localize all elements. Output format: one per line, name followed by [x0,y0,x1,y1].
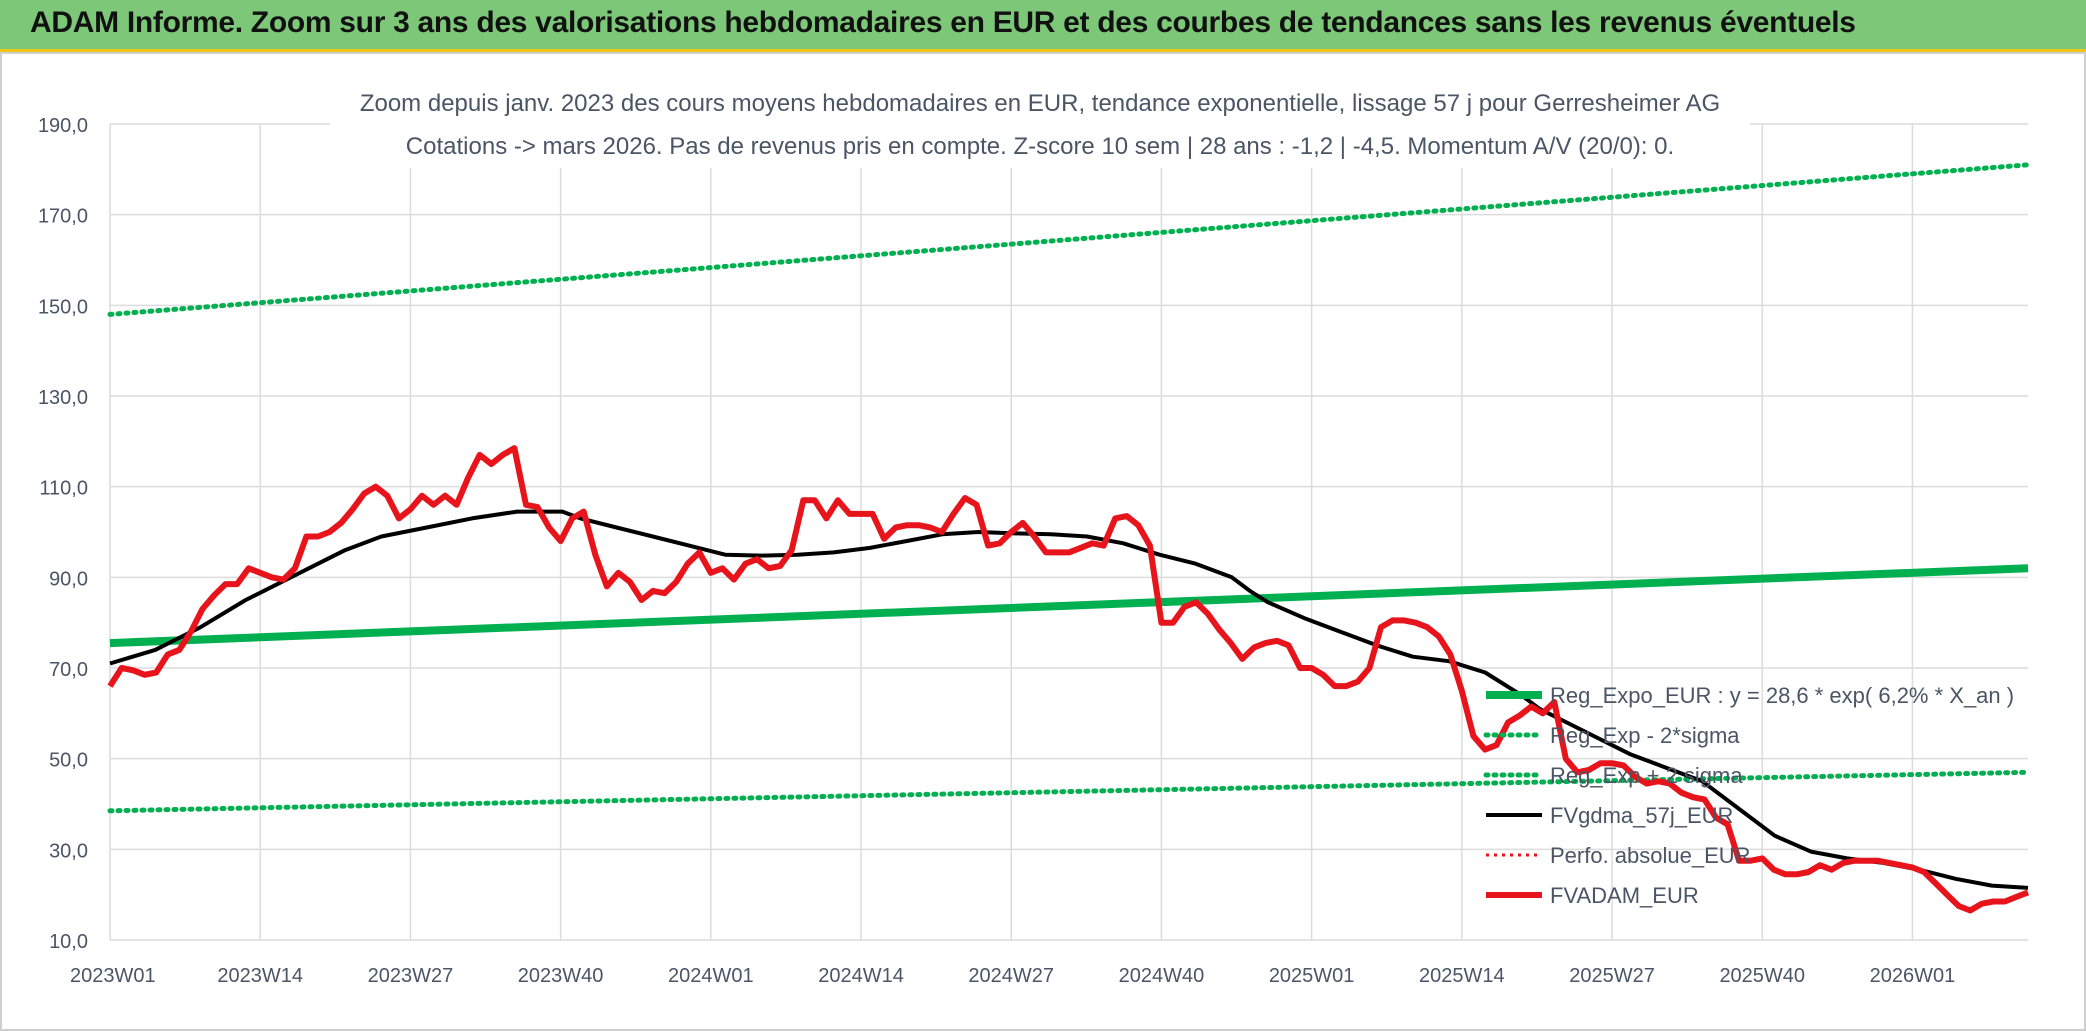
chart-frame [0,52,2086,1031]
title-background [330,78,1750,168]
report-banner: ADAM Informe. Zoom sur 3 ans des valoris… [0,0,2086,52]
y-tick-label: 170,0 [38,206,88,228]
x-tick-label: 2023W14 [217,965,303,987]
legend-reg-minus-2sigma-label: Reg_Exp - 2*sigma [1550,723,1740,748]
legend-reg-expo-label: Reg_Expo_EUR : y = 28,6 * exp( 6,2% * X_… [1550,683,2014,708]
series-reg-plus-2sigma [107,162,2031,317]
x-tick-label: 2023W01 [70,965,156,987]
series-fvgdma-57j [109,509,2029,890]
x-tick-label: 2024W27 [968,965,1054,987]
series-reg-expo [109,564,2029,648]
y-tick-label: 110,0 [39,478,88,500]
x-tick-label: 2024W40 [1119,965,1205,987]
y-tick-label: 30,0 [49,840,88,862]
series-fvadam [107,445,2030,914]
chart-title: Zoom depuis janv. 2023 des cours moyens … [360,90,1720,117]
legend-perfo-absolue-label: Perfo. absolue_EUR [1550,843,1751,868]
series-group [107,162,2031,914]
y-tick-label: 10,0 [49,931,88,953]
legend: Reg_Expo_EUR : y = 28,6 * exp( 6,2% * X_… [1483,683,2014,908]
x-axis-ticks: 2023W01 2023W14 2023W27 2023W40 2024W01 2024W… [70,965,1955,987]
legend-fvadam-label: FVADAM_EUR [1550,883,1699,908]
x-tick-label: 2025W27 [1569,965,1655,987]
report-title: ADAM Informe. Zoom sur 3 ans des valoris… [30,6,1856,39]
x-tick-label: 2025W14 [1419,965,1505,987]
y-tick-label: 150,0 [38,296,88,318]
chart-subtitle: Cotations -> mars 2026. Pas de revenus p… [406,133,1674,160]
y-tick-label: 90,0 [49,568,88,590]
x-tick-label: 2026W01 [1870,965,1956,987]
x-tick-label: 2023W27 [368,965,454,987]
series-reg-minus-2sigma [107,769,2031,814]
x-tick-label: 2024W14 [818,965,904,987]
legend-reg-plus-2sigma-label: Reg_Exp + 2 sigma [1550,763,1743,788]
x-tick-label: 2025W40 [1719,965,1805,987]
x-tick-label: 2023W40 [518,965,604,987]
y-tick-label: 70,0 [49,659,88,681]
y-tick-label: 50,0 [49,750,88,772]
x-tick-label: 2025W01 [1269,965,1355,987]
legend-fvgdma-57j-label: FVgdma_57j_EUR [1550,803,1733,828]
y-axis-ticks: 10,0 30,0 50,0 70,0 90,0 110,0 130,0 150,0 170,0… [38,115,88,953]
y-tick-label: 190,0 [38,115,88,137]
y-tick-label: 130,0 [38,387,88,409]
x-tick-label: 2024W01 [668,965,754,987]
